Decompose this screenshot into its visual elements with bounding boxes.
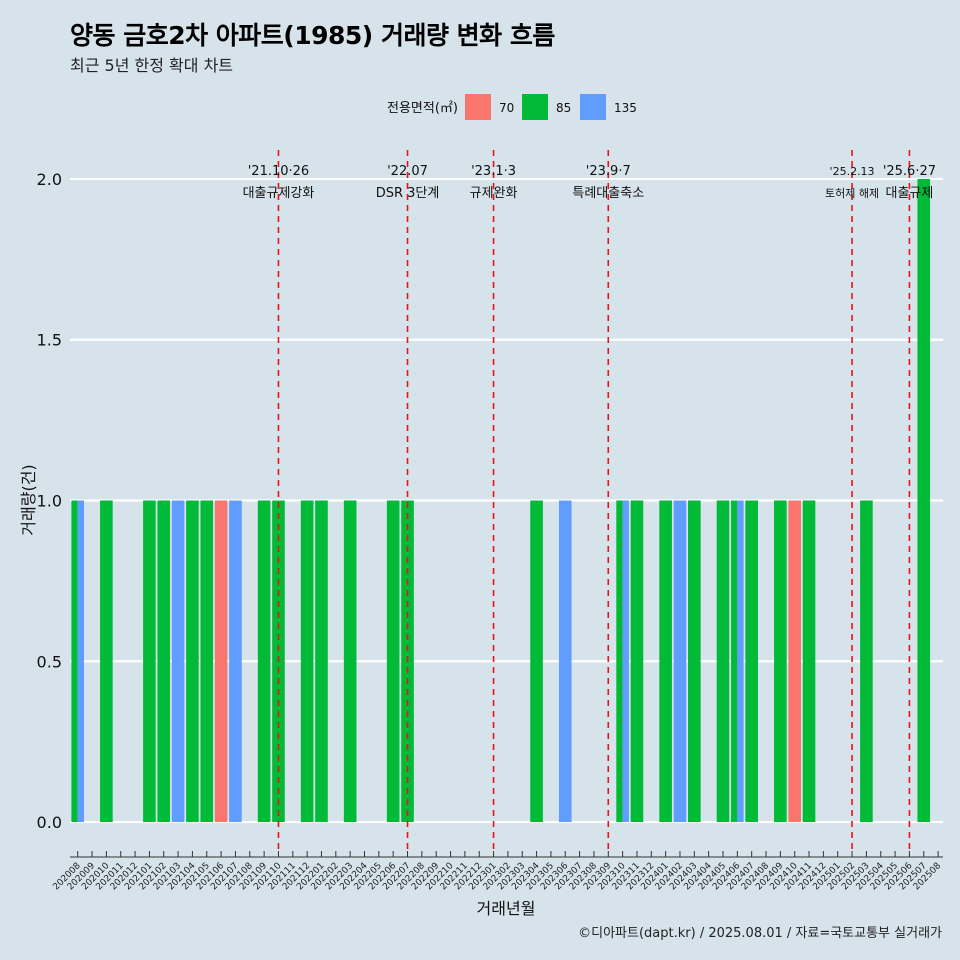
bar bbox=[386, 500, 400, 823]
bar bbox=[688, 500, 701, 823]
bar bbox=[630, 500, 644, 823]
event-text-label: 대출규제강화 bbox=[243, 186, 315, 201]
bar bbox=[731, 500, 738, 823]
bar bbox=[77, 500, 84, 823]
event-text-label: 특례대출축소 bbox=[572, 186, 644, 201]
event-date-label: '22.07 bbox=[387, 164, 428, 179]
event-text-label: 규제완화 bbox=[470, 186, 518, 201]
event-date-label: '23.9·7 bbox=[586, 164, 631, 179]
bar bbox=[214, 500, 228, 823]
legend-label: 135 bbox=[614, 101, 637, 115]
y-tick-label: 1.0 bbox=[37, 492, 62, 511]
bar bbox=[143, 500, 156, 823]
bar bbox=[100, 500, 113, 823]
chart-title: 양동 금호2차 아파트(1985) 거래량 변화 흐름 bbox=[70, 21, 555, 50]
bar bbox=[257, 500, 271, 823]
chart-subtitle: 최근 5년 한정 확대 차트 bbox=[70, 56, 234, 75]
bar bbox=[673, 500, 687, 823]
event-text-label: DSR 3단계 bbox=[376, 186, 440, 201]
bar bbox=[530, 500, 543, 823]
bar bbox=[802, 500, 816, 823]
bar bbox=[200, 500, 214, 823]
bar bbox=[300, 500, 314, 823]
bar bbox=[315, 500, 328, 823]
bar bbox=[774, 500, 787, 823]
bar bbox=[71, 500, 78, 823]
bar bbox=[157, 500, 171, 823]
y-axis-title: 거래량(건) bbox=[19, 464, 38, 535]
bar bbox=[616, 500, 623, 823]
y-tick-label: 0.5 bbox=[37, 652, 62, 671]
bar bbox=[622, 500, 629, 823]
legend-label: 85 bbox=[556, 101, 571, 115]
event-date-label: '25.6·27 bbox=[883, 164, 936, 179]
event-text-label: 토허제 해제 bbox=[825, 186, 879, 200]
bar bbox=[558, 500, 572, 823]
event-date-label: '25.2.13 bbox=[830, 165, 875, 178]
legend-swatch bbox=[465, 94, 491, 120]
bar bbox=[229, 500, 242, 823]
source-caption: ©디아파트(dapt.kr) / 2025.08.01 / 자료=국토교통부 실… bbox=[578, 926, 942, 941]
y-tick-label: 0.0 bbox=[37, 813, 62, 832]
bar bbox=[788, 500, 801, 823]
legend-title: 전용면적(㎡) bbox=[387, 101, 458, 116]
event-date-label: '21.10·26 bbox=[248, 164, 309, 179]
y-tick-label: 2.0 bbox=[37, 170, 62, 189]
x-axis-title: 거래년월 bbox=[477, 899, 536, 918]
bar bbox=[716, 500, 730, 823]
bar bbox=[186, 500, 199, 823]
y-tick-label: 1.5 bbox=[37, 331, 62, 350]
bar bbox=[917, 178, 931, 823]
bar bbox=[860, 500, 873, 823]
bar bbox=[745, 500, 758, 823]
bar bbox=[659, 500, 672, 823]
legend-swatch bbox=[580, 94, 606, 120]
bar bbox=[343, 500, 357, 823]
legend-label: 70 bbox=[499, 101, 514, 115]
bar bbox=[737, 500, 744, 823]
legend-swatch bbox=[522, 94, 548, 120]
event-date-label: '23.1·3 bbox=[471, 164, 516, 179]
bar bbox=[171, 500, 185, 823]
event-text-label: 대출규제 bbox=[885, 186, 933, 201]
